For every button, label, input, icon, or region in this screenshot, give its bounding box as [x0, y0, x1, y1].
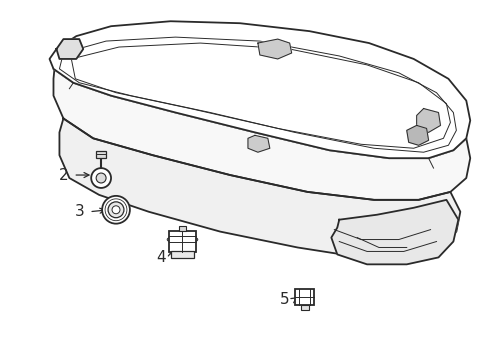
Circle shape	[112, 206, 120, 214]
Polygon shape	[258, 39, 292, 59]
Polygon shape	[407, 125, 429, 145]
FancyBboxPatch shape	[169, 231, 196, 252]
FancyBboxPatch shape	[300, 305, 309, 310]
Polygon shape	[416, 109, 441, 132]
Text: 5: 5	[280, 292, 290, 307]
Polygon shape	[248, 135, 270, 152]
Circle shape	[108, 202, 124, 218]
FancyBboxPatch shape	[178, 226, 187, 231]
FancyBboxPatch shape	[171, 251, 195, 258]
Circle shape	[91, 168, 111, 188]
Text: 2: 2	[59, 167, 68, 183]
Text: 1: 1	[343, 111, 352, 126]
FancyBboxPatch shape	[294, 289, 315, 305]
Polygon shape	[59, 118, 460, 257]
Polygon shape	[49, 21, 470, 158]
Polygon shape	[53, 49, 470, 200]
Circle shape	[102, 196, 130, 224]
Text: 3: 3	[74, 204, 84, 219]
Ellipse shape	[167, 235, 198, 243]
FancyBboxPatch shape	[96, 151, 106, 158]
Text: 4: 4	[156, 250, 166, 265]
Polygon shape	[56, 39, 83, 59]
Polygon shape	[331, 200, 458, 264]
Circle shape	[96, 173, 106, 183]
